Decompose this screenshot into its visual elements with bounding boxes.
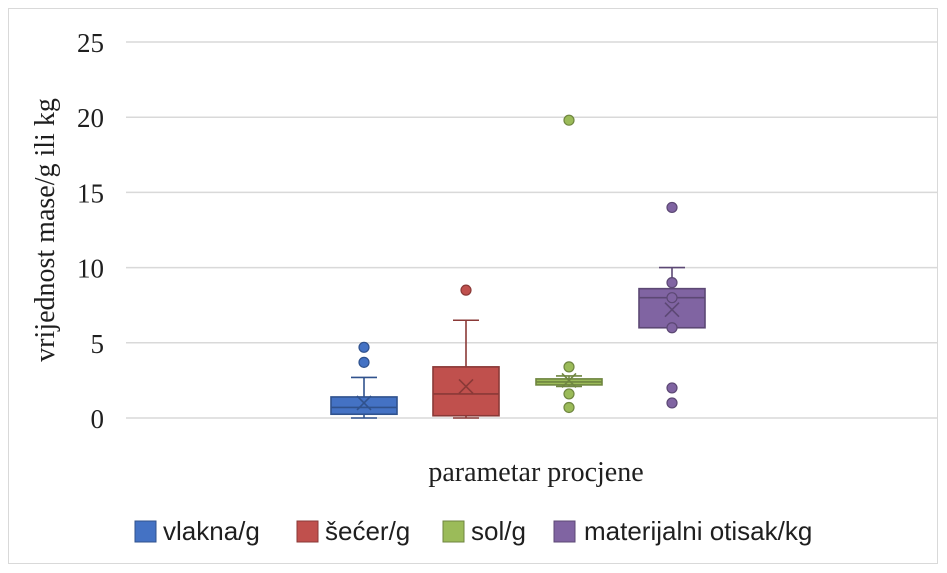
- point-2-2: [563, 401, 575, 414]
- chart-frame: [8, 8, 938, 564]
- legend-swatch-0: [134, 520, 157, 543]
- series-0: [330, 341, 398, 419]
- series-1: [432, 284, 500, 419]
- legend-item-1: šećer/g: [296, 516, 410, 546]
- point-3-2: [666, 322, 678, 334]
- y-axis-label: vrijednost mase/g ili kg: [30, 98, 61, 362]
- legend-swatch-2: [442, 520, 465, 543]
- legend-item-3: materijalni otisak/kg: [553, 516, 812, 546]
- y-tick-label-0: 0: [91, 404, 105, 434]
- point-2-3: [563, 114, 575, 126]
- point-3-3: [666, 201, 678, 214]
- series-3: [638, 201, 706, 409]
- legend-label-2: sol/g: [471, 516, 526, 546]
- mean-marker-b-3: [664, 302, 680, 318]
- legend-item-0: vlakna/g: [134, 516, 260, 546]
- mean-marker-b-1: [458, 378, 474, 394]
- point-3-5: [666, 397, 678, 409]
- legend-swatch-3: [553, 520, 576, 543]
- y-tick-label-25: 25: [77, 28, 104, 58]
- legend-label-1: šećer/g: [325, 516, 410, 546]
- legend: vlakna/g šećer/g sol/g materijalni otisak/k…: [134, 516, 812, 546]
- x-axis-label: parametar procjene: [428, 457, 643, 488]
- y-tick-label-5: 5: [91, 329, 105, 359]
- box-0: [330, 396, 398, 416]
- point-3-0: [666, 277, 678, 289]
- box-series: [330, 114, 706, 419]
- point-1-0: [460, 284, 472, 296]
- y-tick-label-15: 15: [77, 178, 104, 208]
- mean-marker-b-2: [561, 372, 577, 388]
- legend-label-0: vlakna/g: [163, 516, 260, 546]
- box-1: [432, 366, 500, 417]
- legend-label-3: materijalni otisak/kg: [584, 516, 812, 546]
- mean-marker-b-0: [356, 395, 372, 411]
- y-tick-label-10: 10: [77, 254, 104, 284]
- y-tick-label-20: 20: [77, 103, 104, 133]
- y-axis-ticks: 0 5 10 15 20 25: [77, 28, 104, 434]
- point-3-4: [666, 382, 678, 394]
- legend-item-2: sol/g: [442, 516, 526, 546]
- point-0-0: [358, 356, 370, 368]
- point-2-1: [563, 388, 575, 400]
- point-0-1: [358, 341, 370, 353]
- point-2-0: [563, 361, 575, 373]
- legend-swatch-1: [296, 520, 319, 543]
- grid-lines: [126, 41, 938, 419]
- series-2: [535, 114, 603, 414]
- point-3-1: [666, 292, 678, 304]
